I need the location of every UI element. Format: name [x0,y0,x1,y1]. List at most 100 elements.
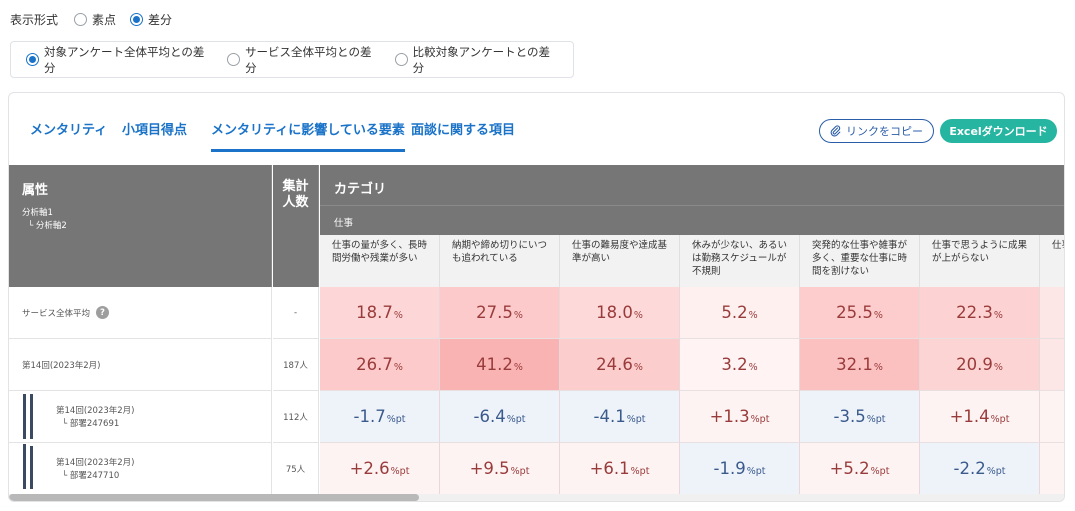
value-cell: +1.3 %pt [680,391,800,443]
horizontal-scrollbar-thumb[interactable] [9,494,419,501]
row-label-text: サービス全体平均 [22,308,91,319]
category-header: カテゴリ [320,165,1064,205]
row-label-period: 第14回(2023年2月) [56,406,135,416]
value-cell: -3.5 %pt [800,391,920,443]
row-label-period: 第14回(2023年2月) [56,458,135,468]
excel-download-button[interactable]: Excelダウンロード [940,119,1057,143]
radio-checked-icon [26,53,39,66]
value-cell: 22.3% [920,287,1040,339]
diff-comparison-radio[interactable]: 比較対象アンケートとの差分 [394,44,559,76]
value-number: -1.9 [713,459,746,478]
value-unit: % [748,361,758,373]
value-cell: 3.2% [680,339,800,391]
value-number: +2.6 [349,459,390,478]
column-header: 突発的な仕事や雑事が多く、重要な仕事に時間を割けない [800,235,920,287]
row-label-text: 第14回(2023年2月) [22,360,101,371]
value-unit: % [633,309,643,321]
row-label: 第14回(2023年2月) └ 部署247691 [9,391,272,443]
group-indicator-bar [30,446,33,489]
column-header: 仕事の量が多く、長時間労働や残業が多い [320,235,440,287]
value-cell: 5.2% [680,287,800,339]
value-cell: -6.4 %pt [440,391,560,443]
column-header: 納期や締め切りにいつも追われている [440,235,560,287]
value-unit: %pt [626,413,646,425]
value-number: 5.2 [721,303,748,322]
row-count: 187人 [273,339,319,391]
value-number: 18.0 [596,303,633,322]
diff-target-average-radio[interactable]: 対象アンケート全体平均との差分 [26,44,213,76]
value-cell: -1.9 %pt [680,443,800,495]
attribute-header: 属性 分析軸1 └ 分析軸2 [9,165,272,287]
row-count: 75人 [273,443,319,495]
tab-mentality-factors[interactable]: メンタリティに影響している要素 [211,119,405,152]
column-header: 仕事は [1040,235,1064,287]
tab-mentality[interactable]: メンタリティ [30,123,108,138]
value-cell: 18.7% [320,287,440,339]
value-number: +1.3 [709,407,750,426]
value-number: 20.9 [956,355,993,374]
value-unit: %pt [870,465,890,477]
value-cell: +5.2 %pt [800,443,920,495]
value-unit: % [513,361,523,373]
value-cell [1040,339,1064,391]
value-cell: -1.7 %pt [320,391,440,443]
value-cell [1040,287,1064,339]
display-mode-raw-radio[interactable]: 素点 [74,11,116,28]
value-unit: %pt [386,413,406,425]
display-mode-diff-radio[interactable]: 差分 [130,11,172,28]
column-header: 休みが少ない、あるいは勤務スケジュールが不規則 [680,235,800,287]
value-unit: %pt [506,413,526,425]
value-number: +5.2 [829,459,870,478]
help-icon[interactable]: ? [96,306,110,319]
value-cell: 24.6% [560,339,680,391]
value-cell: +9.5 %pt [440,443,560,495]
row-count: 112人 [273,391,319,443]
value-unit: % [993,309,1003,321]
value-number: 32.1 [836,355,873,374]
row-label: 第14回(2023年2月) [9,339,272,391]
value-number: 22.3 [956,303,993,322]
count-header: 集計 人数 [273,165,319,287]
horizontal-scrollbar[interactable] [9,494,1064,501]
diff-service-average-radio[interactable]: サービス全体平均との差分 [227,44,381,76]
value-unit: %pt [630,465,650,477]
subcategory-header: 仕事 [320,205,1064,235]
value-cell: 32.1% [800,339,920,391]
value-cell: 25.5% [800,287,920,339]
value-number: 18.7 [356,303,393,322]
row-label: 第14回(2023年2月) └ 部署247710 [9,443,272,495]
value-cell: -2.2 %pt [920,443,1040,495]
value-cell: +6.1 %pt [560,443,680,495]
value-number: +1.4 [949,407,990,426]
value-cell: 18.0% [560,287,680,339]
value-number: 27.5 [476,303,513,322]
diff-mode-group: 対象アンケート全体平均との差分 サービス全体平均との差分 比較対象アンケートとの… [10,41,574,78]
column-header: 仕事で思うように成果が上がらない [920,235,1040,287]
value-cell: +2.6 %pt [320,443,440,495]
tab-interview-items[interactable]: 面談に関する項目 [411,123,516,138]
value-number: 41.2 [476,355,513,374]
value-number: 26.7 [356,355,393,374]
value-unit: %pt [510,465,530,477]
group-indicator-bar [23,444,26,489]
value-cell [1040,443,1064,495]
value-cell: +1.4 %pt [920,391,1040,443]
tab-bar: メンタリティ 小項目得点 メンタリティに影響している要素 面談に関する項目 リン… [9,93,1064,165]
results-panel: メンタリティ 小項目得点 メンタリティに影響している要素 面談に関する項目 リン… [8,92,1065,502]
row-label: サービス全体平均? [9,287,272,339]
value-cell: 26.7% [320,339,440,391]
value-cell: -4.1 %pt [560,391,680,443]
value-unit: %pt [866,413,886,425]
row-label-department: └ 部署247710 [62,471,120,481]
value-unit: % [748,309,758,321]
value-unit: %pt [750,413,770,425]
value-unit: % [393,361,403,373]
value-unit: %pt [986,465,1006,477]
value-number: +9.5 [469,459,510,478]
copy-link-button[interactable]: リンクをコピー [819,119,934,143]
value-number: 24.6 [596,355,633,374]
group-indicator-bar [23,394,26,439]
tab-sub-item-score[interactable]: 小項目得点 [122,123,188,138]
radio-icon [74,12,88,26]
value-unit: % [873,361,883,373]
